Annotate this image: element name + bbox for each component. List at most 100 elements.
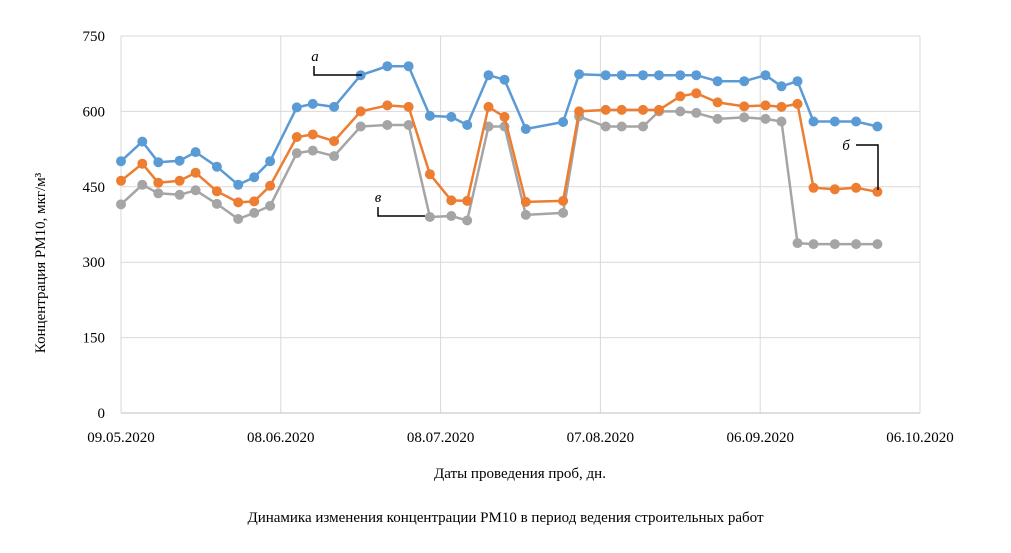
y-tick-label: 750 [83, 29, 106, 45]
chart-axes: 0 150 300 450 600 750 09.05.2020 08.06.2020 08.0… [83, 29, 954, 446]
data-point [446, 111, 457, 122]
data-point [739, 112, 750, 123]
data-point [462, 120, 473, 130]
series-label: а [311, 49, 319, 65]
data-point [403, 101, 414, 112]
x-tick-label: 07.08.2020 [567, 430, 635, 446]
data-point [329, 101, 340, 112]
data-point [291, 132, 302, 142]
data-point [174, 189, 185, 200]
data-point [558, 117, 569, 127]
data-point [265, 200, 276, 211]
data-point [382, 61, 393, 72]
data-point [153, 188, 164, 199]
data-point [307, 129, 318, 140]
data-point [291, 148, 302, 159]
y-tick-label: 600 [83, 104, 106, 120]
data-point [520, 209, 531, 220]
data-point [638, 70, 648, 81]
data-point [616, 104, 627, 115]
data-point [760, 113, 771, 124]
data-point [600, 121, 611, 132]
data-point [739, 76, 750, 87]
y-tick-label: 450 [83, 180, 106, 196]
data-point [712, 113, 723, 124]
data-point [249, 172, 260, 183]
data-point [776, 101, 787, 112]
data-point [760, 100, 771, 111]
data-point [233, 197, 244, 208]
data-point [190, 185, 201, 196]
x-tick-label: 06.09.2020 [726, 430, 794, 446]
data-point [520, 196, 531, 207]
series-group [116, 61, 883, 190]
data-point [233, 214, 244, 224]
data-point [403, 61, 414, 72]
data-point [851, 116, 862, 127]
data-point [249, 196, 260, 207]
data-point [675, 91, 686, 102]
data-point [558, 207, 569, 218]
series-label: б [842, 138, 850, 154]
data-point [829, 184, 840, 195]
data-point [808, 239, 819, 250]
data-point [574, 69, 585, 80]
data-point [265, 156, 276, 167]
series-label: в [375, 190, 382, 206]
data-point [355, 106, 366, 117]
data-point [190, 167, 201, 178]
data-point [872, 239, 883, 250]
data-point [675, 106, 686, 117]
data-point [446, 195, 457, 206]
data-point [211, 186, 222, 197]
data-point [462, 215, 473, 226]
chart-gridlines [121, 35, 920, 413]
data-point [574, 106, 585, 117]
figure-caption: Динамика изменения концентрации PM10 в п… [247, 510, 764, 526]
data-point [174, 175, 185, 186]
data-point [424, 169, 435, 180]
data-point [190, 147, 201, 158]
data-point [691, 88, 702, 99]
data-point [851, 182, 862, 193]
data-point [211, 161, 222, 172]
x-tick-label: 06.10.2020 [886, 430, 954, 446]
data-point [462, 195, 473, 206]
data-point [638, 121, 648, 132]
data-point [792, 98, 803, 109]
data-point [654, 70, 664, 81]
data-point [116, 156, 126, 167]
data-point [675, 70, 686, 81]
data-point [233, 179, 244, 190]
data-point [116, 175, 126, 186]
data-point [691, 107, 702, 118]
data-point [249, 207, 260, 218]
data-point [654, 104, 664, 115]
data-point [499, 111, 510, 122]
x-tick-label: 08.07.2020 [407, 430, 475, 446]
x-tick-label: 09.05.2020 [87, 430, 155, 446]
data-point [291, 102, 302, 113]
y-tick-label: 150 [83, 331, 106, 347]
data-point [616, 121, 627, 132]
data-point [137, 179, 148, 190]
data-point [712, 76, 723, 87]
data-point [137, 158, 148, 169]
data-point [153, 177, 164, 188]
data-point [483, 70, 494, 81]
data-point [483, 101, 494, 112]
data-point [483, 121, 494, 132]
y-tick-label: 0 [98, 406, 106, 422]
data-point [792, 76, 803, 87]
data-point [851, 239, 862, 250]
data-point [616, 70, 627, 81]
y-tick-label: 300 [83, 255, 106, 271]
data-point [760, 70, 771, 81]
data-point [872, 121, 883, 132]
data-point [137, 136, 148, 147]
data-point [355, 121, 366, 132]
data-point [829, 116, 840, 127]
data-point [792, 238, 803, 249]
data-point [808, 116, 819, 127]
